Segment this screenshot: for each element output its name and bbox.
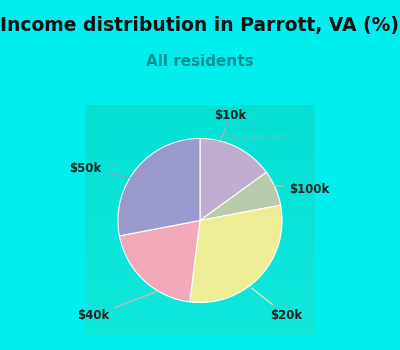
Text: Income distribution in Parrott, VA (%): Income distribution in Parrott, VA (%) bbox=[0, 16, 400, 35]
Text: City-Data.com: City-Data.com bbox=[224, 133, 288, 142]
Text: All residents: All residents bbox=[146, 54, 254, 69]
Wedge shape bbox=[200, 139, 266, 220]
Wedge shape bbox=[200, 172, 281, 220]
Text: $50k: $50k bbox=[69, 162, 136, 179]
Text: $20k: $20k bbox=[252, 288, 302, 322]
Text: $40k: $40k bbox=[77, 287, 169, 322]
Wedge shape bbox=[190, 205, 282, 302]
Text: $100k: $100k bbox=[262, 183, 330, 196]
Wedge shape bbox=[118, 139, 200, 236]
Wedge shape bbox=[119, 220, 200, 302]
Text: $10k: $10k bbox=[214, 109, 246, 138]
